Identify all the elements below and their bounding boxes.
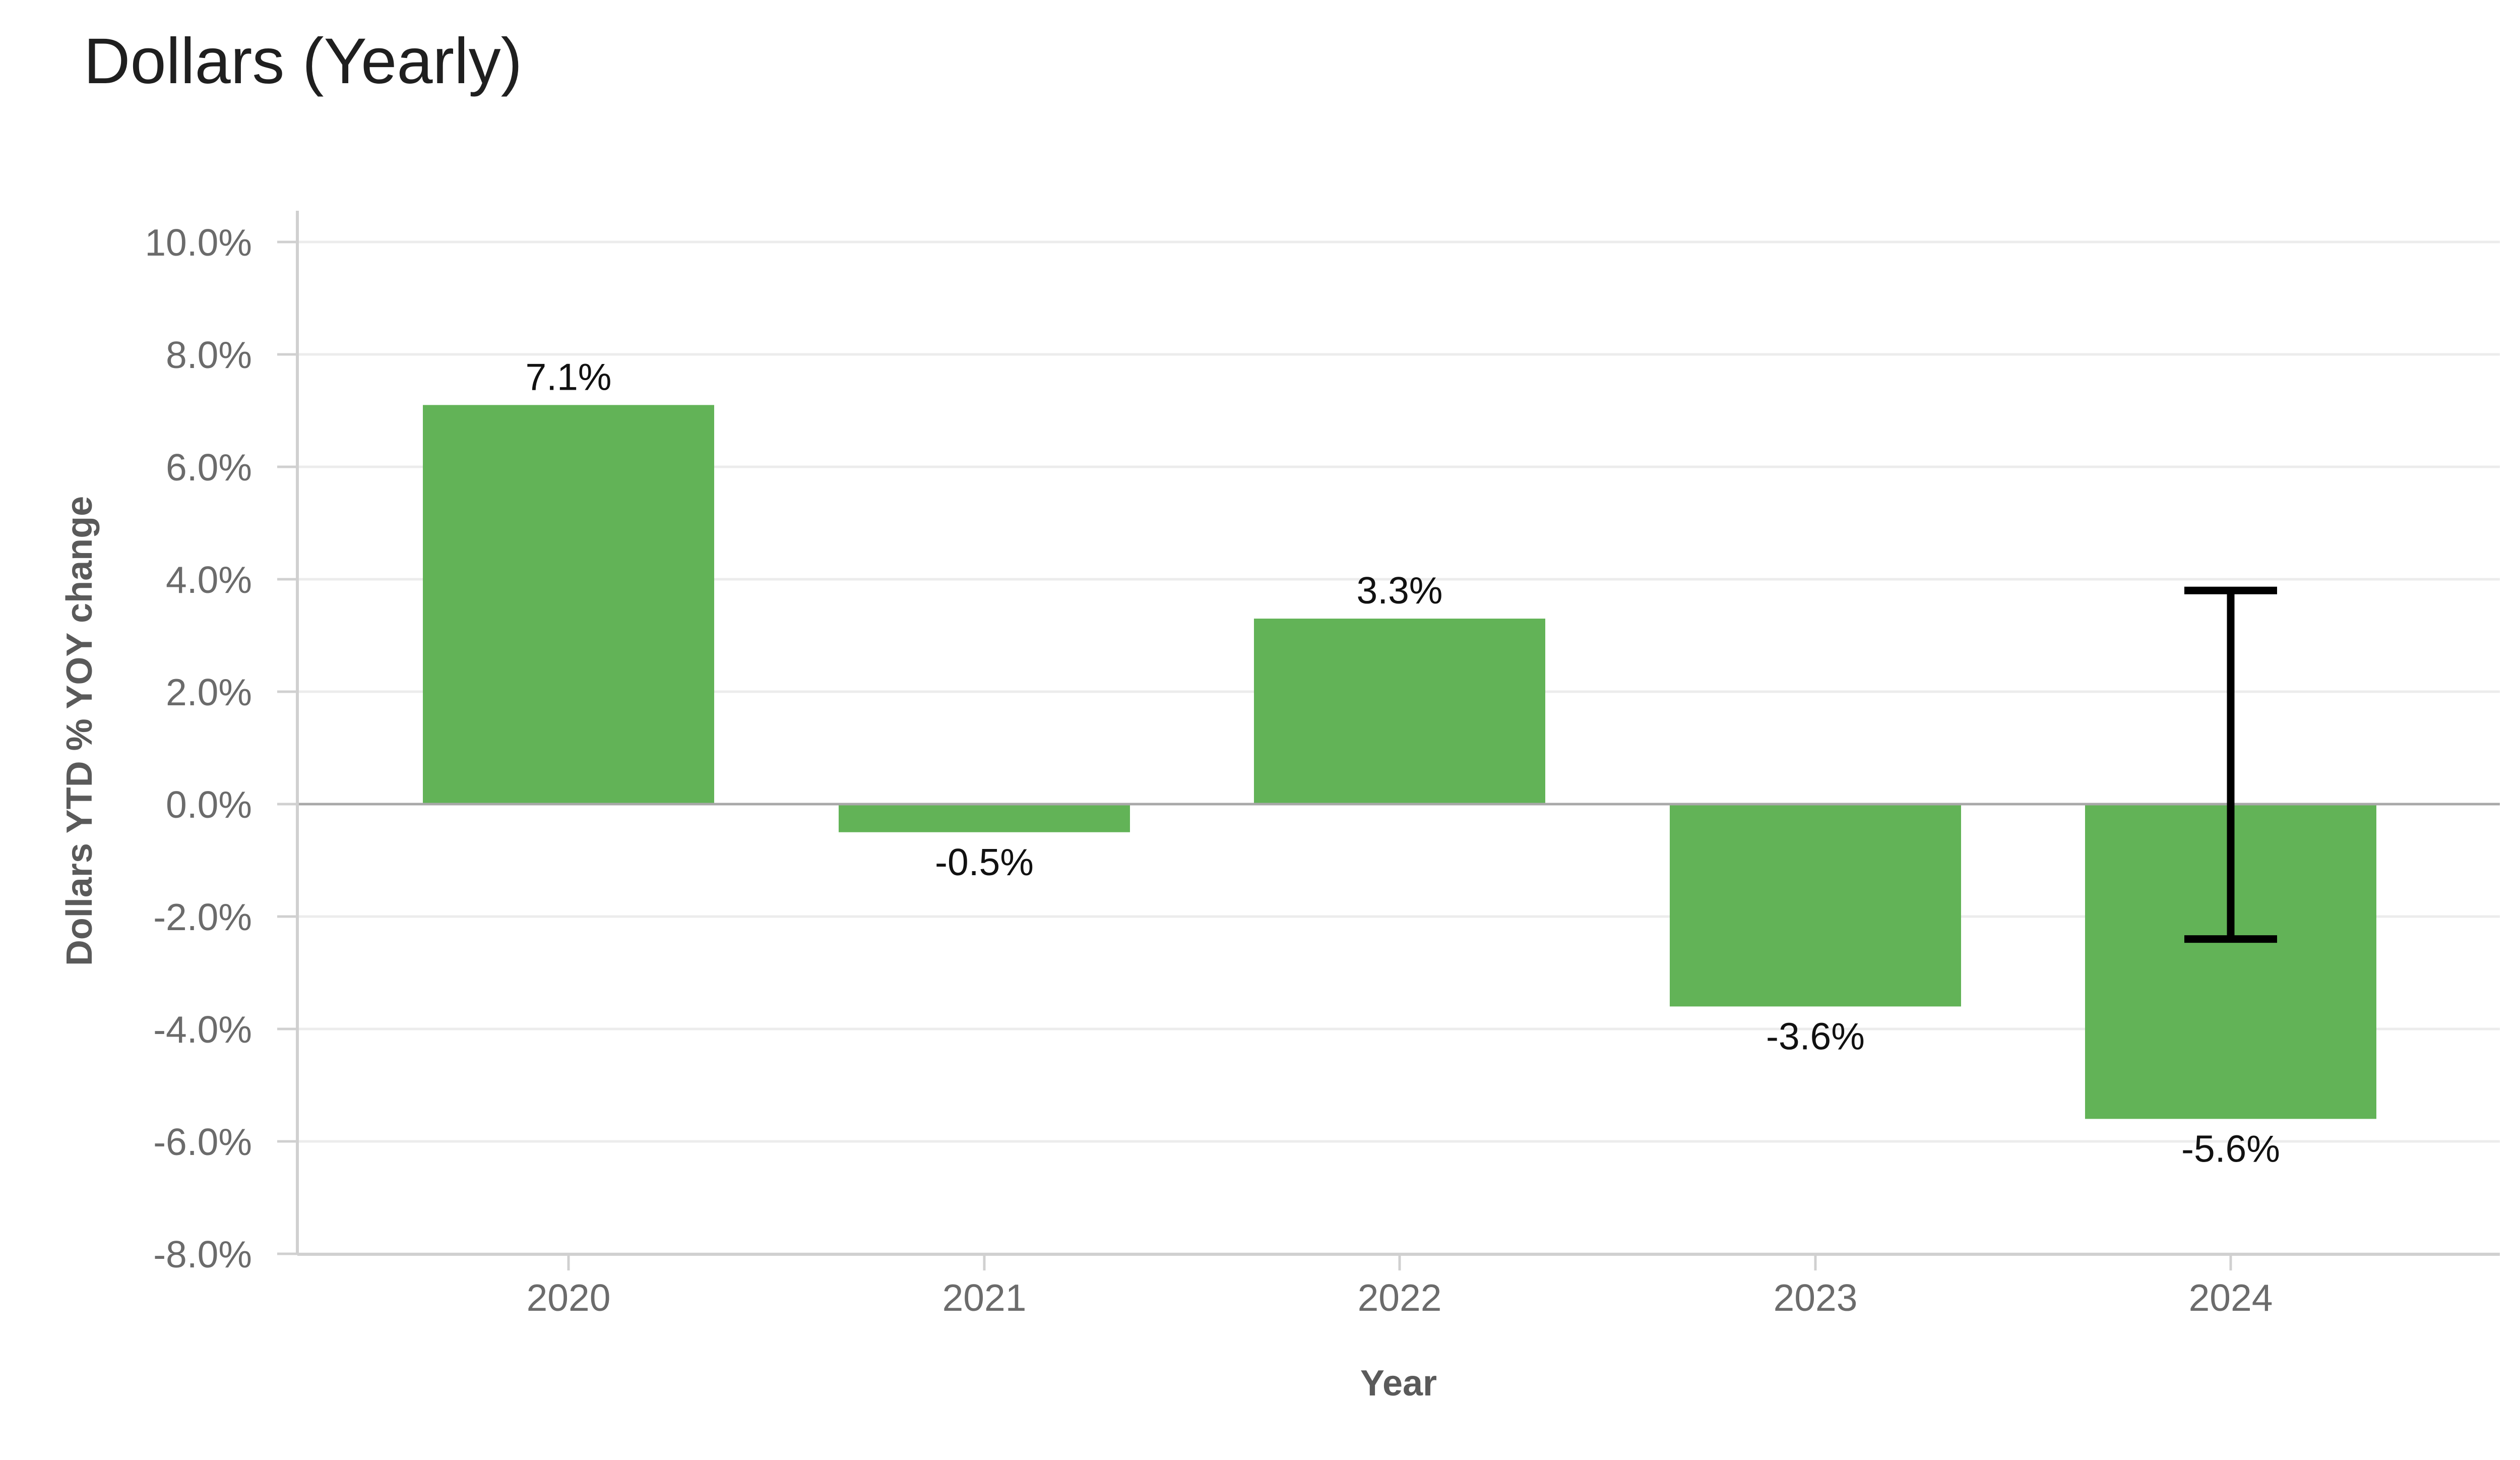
data-label: 7.1% [526, 355, 612, 398]
y-tick-label: 8.0% [166, 334, 252, 376]
y-tick-label: 4.0% [166, 559, 252, 601]
y-tick-label: -4.0% [153, 1008, 252, 1051]
y-tick-label: -6.0% [153, 1121, 252, 1163]
bar [423, 405, 714, 804]
axes [277, 211, 2500, 1270]
y-tick-label: 10.0% [145, 221, 252, 264]
y-tick-label: -2.0% [153, 896, 252, 938]
error-bars [2184, 586, 2277, 943]
x-tick-label: 2023 [1774, 1276, 1858, 1319]
labels: 10.0% 8.0% 6.0% 4.0% 2.0% 0.0% -2.0% -4.0% -6.0%… [145, 221, 2280, 1319]
x-tick-label: 2021 [942, 1276, 1027, 1319]
y-tick-label: 6.0% [166, 446, 252, 489]
bars [423, 405, 2376, 1119]
data-label: -0.5% [935, 841, 1034, 883]
x-tick-label: 2024 [2189, 1276, 2273, 1319]
data-label: -5.6% [2181, 1127, 2280, 1170]
bar [1254, 619, 1545, 804]
x-tick-label: 2022 [1358, 1276, 1442, 1319]
y-axis-title: Dollars YTD % YOY change [59, 496, 100, 966]
x-tick-label: 2020 [527, 1276, 611, 1319]
y-tick-label: -8.0% [153, 1233, 252, 1275]
data-label: -3.6% [1766, 1015, 1865, 1057]
y-tick-label: 0.0% [166, 783, 252, 826]
bar [1670, 804, 1961, 1007]
bar [839, 804, 1130, 832]
x-axis-title: Year [1360, 1363, 1437, 1404]
data-label: 3.3% [1357, 569, 1443, 612]
y-tick-label: 2.0% [166, 671, 252, 713]
chart-title: Dollars (Yearly) [84, 25, 523, 97]
